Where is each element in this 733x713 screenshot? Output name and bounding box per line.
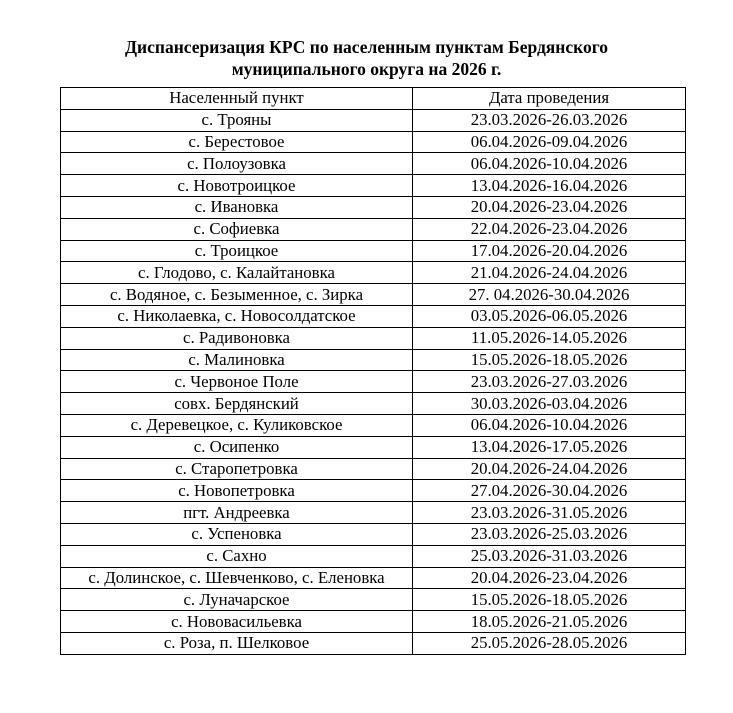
date-cell: 06.04.2026-09.04.2026	[412, 130, 686, 154]
date-cell: 20.04.2026-23.04.2026	[412, 566, 686, 590]
settlement-cell: с. Старопетровка	[60, 457, 413, 481]
settlement-cell: с. Водяное, с. Безыменное, с. Зирка	[60, 283, 413, 306]
date-cell: 23.03.2026-31.05.2026	[412, 501, 686, 524]
settlement-cell: совх. Бердянский	[60, 392, 413, 415]
date-cell: 23.03.2026-25.03.2026	[412, 522, 686, 546]
settlement-cell: с. Успеновка	[60, 522, 413, 546]
document-title: Диспансеризация КРС по населенным пункта…	[0, 36, 733, 80]
date-cell: 30.03.2026-03.04.2026	[412, 392, 686, 415]
header-date: Дата проведения	[412, 87, 686, 110]
settlement-cell: с. Роза, п. Шелковое	[60, 631, 413, 655]
table-header-row: Населенный пункт Дата проведения	[60, 87, 686, 110]
settlement-cell: с. Малиновка	[60, 348, 413, 372]
table-row: с. Ивановка 20.04.2026-23.04.2026	[60, 195, 686, 219]
schedule-table: Населенный пункт Дата проведения с. Троя…	[60, 87, 686, 655]
date-cell: 22.04.2026-23.04.2026	[412, 217, 686, 241]
title-line-2: муниципального округа на 2026 г.	[231, 59, 502, 79]
settlement-cell: с. Сахно	[60, 544, 413, 568]
date-cell: 21.04.2026-24.04.2026	[412, 261, 686, 285]
settlement-cell: пгт. Андреевка	[60, 501, 413, 524]
date-cell: 03.05.2026-06.05.2026	[412, 304, 686, 328]
table-body: с. Трояны 23.03.2026-26.03.2026 с. Бересто…	[60, 108, 686, 655]
date-cell: 06.04.2026-10.04.2026	[412, 152, 686, 176]
table-row: с. Старопетровка 20.04.2026-24.04.2026	[60, 457, 686, 481]
date-cell: 13.04.2026-16.04.2026	[412, 174, 686, 197]
settlement-cell: с. Софиевка	[60, 217, 413, 241]
date-cell: 25.05.2026-28.05.2026	[412, 631, 686, 655]
table-row: с. Успеновка 23.03.2026-25.03.2026	[60, 522, 686, 546]
table-row: с. Полоузовка 06.04.2026-10.04.2026	[60, 152, 686, 176]
date-cell: 25.03.2026-31.03.2026	[412, 544, 686, 568]
table-row: с. Новопетровка 27.04.2026-30.04.2026	[60, 479, 686, 503]
settlement-cell: с. Ивановка	[60, 195, 413, 219]
table-row: с. Софиевка 22.04.2026-23.04.2026	[60, 217, 686, 241]
table-row: с. Николаевка, с. Новосолдатское 03.05.20…	[60, 304, 686, 328]
table-row: с. Роза, п. Шелковое 25.05.2026-28.05.202…	[60, 631, 686, 655]
table-row: с. Берестовое 06.04.2026-09.04.2026	[60, 130, 686, 154]
table-row: с. Малиновка 15.05.2026-18.05.2026	[60, 348, 686, 372]
table-row: с. Водяное, с. Безыменное, с. Зирка 27. 0…	[60, 283, 686, 306]
date-cell: 15.05.2026-18.05.2026	[412, 348, 686, 372]
settlement-cell: с. Луначарское	[60, 588, 413, 612]
date-cell: 20.04.2026-23.04.2026	[412, 195, 686, 219]
date-cell: 23.03.2026-26.03.2026	[412, 108, 686, 132]
settlement-cell: с. Новопетровка	[60, 479, 413, 503]
date-cell: 06.04.2026-10.04.2026	[412, 413, 686, 437]
date-cell: 17.04.2026-20.04.2026	[412, 239, 686, 263]
date-cell: 11.05.2026-14.05.2026	[412, 326, 686, 350]
table-row: с. Нововасильевка 18.05.2026-21.05.2026	[60, 610, 686, 633]
date-cell: 20.04.2026-24.04.2026	[412, 457, 686, 481]
date-cell: 13.04.2026-17.05.2026	[412, 435, 686, 459]
date-cell: 27. 04.2026-30.04.2026	[412, 283, 686, 306]
table-row: с. Радивоновка 11.05.2026-14.05.2026	[60, 326, 686, 350]
table-row: с. Долинское, с. Шевченково, с. Еленовка…	[60, 566, 686, 590]
settlement-cell: с. Деревецкое, с. Куликовское	[60, 413, 413, 437]
table-row: с. Червоное Поле 23.03.2026-27.03.2026	[60, 370, 686, 394]
settlement-cell: с. Троицкое	[60, 239, 413, 263]
table-row: с. Глодово, с. Калайтановка 21.04.2026-24…	[60, 261, 686, 285]
table-row: с. Троицкое 17.04.2026-20.04.2026	[60, 239, 686, 263]
settlement-cell: с. Николаевка, с. Новосолдатское	[60, 304, 413, 328]
settlement-cell: с. Осипенко	[60, 435, 413, 459]
settlement-cell: с. Нововасильевка	[60, 610, 413, 633]
settlement-cell: с. Червоное Поле	[60, 370, 413, 394]
settlement-cell: с. Трояны	[60, 108, 413, 132]
settlement-cell: с. Берестовое	[60, 130, 413, 154]
table-row: с. Трояны 23.03.2026-26.03.2026	[60, 108, 686, 132]
table-row: пгт. Андреевка 23.03.2026-31.05.2026	[60, 501, 686, 524]
title-line-1: Диспансеризация КРС по населенным пункта…	[125, 37, 608, 57]
date-cell: 27.04.2026-30.04.2026	[412, 479, 686, 503]
table-row: с. Деревецкое, с. Куликовское 06.04.2026-…	[60, 413, 686, 437]
settlement-cell: с. Новотроицкое	[60, 174, 413, 197]
settlement-cell: с. Глодово, с. Калайтановка	[60, 261, 413, 285]
date-cell: 18.05.2026-21.05.2026	[412, 610, 686, 633]
date-cell: 15.05.2026-18.05.2026	[412, 588, 686, 612]
table-row: с. Осипенко 13.04.2026-17.05.2026	[60, 435, 686, 459]
settlement-cell: с. Долинское, с. Шевченково, с. Еленовка	[60, 566, 413, 590]
settlement-cell: с. Радивоновка	[60, 326, 413, 350]
table-row: с. Новотроицкое 13.04.2026-16.04.2026	[60, 174, 686, 197]
date-cell: 23.03.2026-27.03.2026	[412, 370, 686, 394]
table-row: с. Луначарское 15.05.2026-18.05.2026	[60, 588, 686, 612]
header-settlement: Населенный пункт	[60, 87, 413, 110]
table-row: с. Сахно 25.03.2026-31.03.2026	[60, 544, 686, 568]
settlement-cell: с. Полоузовка	[60, 152, 413, 176]
table-row: совх. Бердянский 30.03.2026-03.04.2026	[60, 392, 686, 415]
